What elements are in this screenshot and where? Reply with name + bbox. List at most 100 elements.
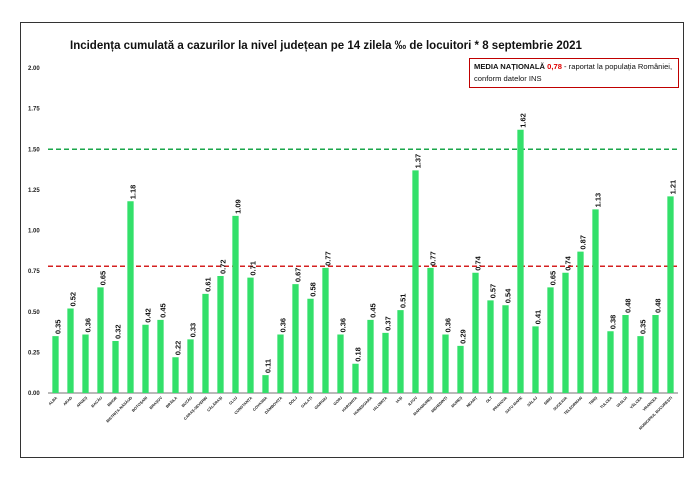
bar: [607, 331, 614, 393]
bar: [277, 334, 284, 393]
value-label: 0.32: [114, 324, 123, 339]
category-label: GORJ: [333, 396, 343, 406]
y-tick-label: 0.25: [28, 350, 40, 356]
value-label: 0.33: [189, 323, 198, 338]
bar: [292, 284, 299, 393]
value-label: 0.35: [54, 320, 63, 335]
y-tick-label: 1.50: [28, 147, 40, 153]
category-label: BRAȘOV: [149, 396, 164, 411]
bar: [337, 334, 344, 393]
value-label: 0.36: [444, 318, 453, 333]
national-average-note: - raportat la populația României, confor…: [474, 62, 673, 83]
category-label: TULCEA: [599, 396, 613, 410]
national-average-box: MEDIA NAȚIONALĂ 0,78 - raportat la popul…: [469, 58, 679, 88]
value-label: 0.74: [564, 255, 573, 270]
bar: [127, 201, 134, 393]
bar: [427, 267, 434, 393]
category-label: BOTOȘANI: [131, 396, 148, 413]
bar: [307, 298, 314, 393]
bar: [352, 363, 359, 393]
value-label: 0.37: [384, 316, 393, 331]
category-label: BISTRIȚA-NĂSĂUD: [105, 395, 133, 423]
value-label: 0.57: [489, 284, 498, 299]
value-label: 0.11: [264, 359, 273, 373]
category-label: ARGEȘ: [76, 396, 89, 409]
value-label: 0.72: [219, 259, 228, 274]
axes-layer: 0.00 0.25 0.50 0.75 1.00 1.25 1.50 1.75 2.00: [28, 66, 678, 397]
value-label: 0.18: [354, 347, 363, 362]
category-label: SIBIU: [543, 396, 553, 406]
category-label: IALOMIȚA: [372, 396, 388, 412]
value-label: 0.36: [84, 318, 93, 333]
value-label: 0.29: [459, 329, 468, 344]
national-average-label: MEDIA NAȚIONALĂ: [474, 62, 546, 71]
bar: [577, 251, 584, 393]
category-label: BRĂILA: [165, 395, 179, 409]
value-label: 0.38: [609, 315, 618, 330]
bar: [487, 300, 494, 393]
bars-layer: [52, 129, 674, 393]
bar: [562, 272, 569, 393]
bar: [217, 276, 224, 393]
value-label: 0.45: [159, 303, 168, 318]
category-label: ARAD: [63, 396, 74, 407]
value-label: 0.74: [474, 255, 483, 270]
category-label: VÂLCEA: [629, 395, 644, 410]
value-label: 0.35: [639, 320, 648, 335]
value-label: 0.65: [99, 271, 108, 286]
bar: [637, 336, 644, 393]
value-label: 0.77: [429, 251, 438, 266]
bar: [142, 324, 149, 393]
bar: [592, 209, 599, 393]
value-labels-layer: 0.35 0.52 0.36 0.65 0.32 1.18 0.42 0.45 0.22 0.33…: [54, 113, 678, 373]
category-label: ALBA: [48, 396, 58, 406]
value-label: 0.54: [504, 288, 513, 303]
category-label: GALAȚI: [300, 396, 313, 409]
bar: [667, 196, 674, 393]
y-tick-label: 2.00: [28, 66, 40, 72]
value-label: 1.13: [594, 193, 603, 208]
bar: [547, 287, 554, 393]
category-labels-layer: ALBA ARAD ARGEȘ BACĂU BIHORBISTRIȚA-NĂSĂUDBO…: [48, 395, 673, 431]
y-tick-label: 1.00: [28, 229, 40, 235]
value-label: 1.09: [234, 199, 243, 214]
value-label: 0.48: [654, 298, 663, 313]
bar: [412, 170, 419, 393]
category-label: BIHOR: [107, 396, 119, 408]
value-label: 0.22: [174, 341, 183, 356]
category-label: CĂLĂRAȘI: [206, 395, 223, 412]
chart-title: Incidența cumulată a cazurilor la nivel …: [70, 40, 582, 52]
value-label: 0.61: [204, 277, 213, 292]
bar: [202, 293, 209, 393]
bar: [52, 336, 59, 393]
y-tick-label: 0.50: [28, 310, 40, 316]
bar: [382, 332, 389, 393]
category-label: MUREȘ: [451, 396, 464, 409]
bar: [67, 308, 74, 393]
value-label: 0.87: [579, 235, 588, 250]
bar: [97, 287, 104, 393]
category-label: ILFOV: [407, 396, 418, 407]
category-label: TIMIȘ: [588, 396, 598, 406]
bar: [247, 277, 254, 393]
y-tick-label: 0.75: [28, 269, 40, 275]
category-label: DOLJ: [288, 396, 298, 406]
bar: [652, 315, 659, 393]
value-label: 0.71: [249, 261, 258, 276]
value-label: 0.36: [339, 318, 348, 333]
value-label: 0.41: [534, 310, 543, 325]
category-label: CLUJ: [228, 396, 238, 406]
category-label: GIURGIU: [314, 396, 328, 410]
bar: [622, 315, 629, 393]
bar: [187, 339, 194, 393]
bar: [532, 326, 539, 393]
category-label: OLT: [485, 395, 493, 403]
bar: [262, 375, 269, 393]
bar: [397, 310, 404, 393]
bar: [112, 341, 119, 393]
bar: [517, 129, 524, 393]
bar: [442, 334, 449, 393]
reference-lines: [48, 148, 678, 267]
value-label: 1.62: [519, 113, 528, 128]
category-label: BUZĂU: [180, 395, 193, 408]
